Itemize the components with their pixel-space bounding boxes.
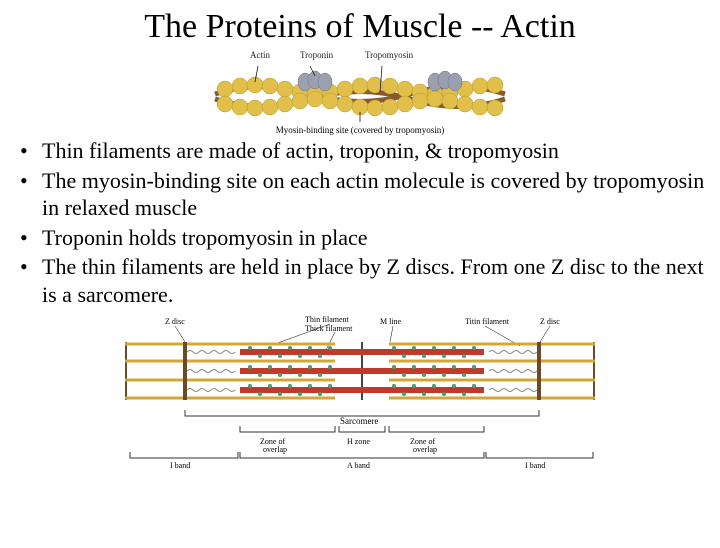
svg-label-m-line: M line xyxy=(380,317,402,326)
label-troponin: Troponin xyxy=(300,50,333,60)
label-actin: Actin xyxy=(250,50,270,60)
svg-label-z-disc: Z disc xyxy=(165,317,185,326)
bullet-item: Troponin holds tropomyosin in place xyxy=(20,224,710,252)
svg-label-z-disc-r: Z disc xyxy=(540,317,560,326)
sarcomere-svg: Z disc Thin filament Thick filament M li… xyxy=(125,314,595,469)
thin-filament-svg xyxy=(210,64,510,124)
fig1-top-labels: Actin Troponin Tropomyosin xyxy=(210,50,510,64)
svg-text:overlap: overlap xyxy=(413,445,437,454)
svg-label-thin: Thin filament xyxy=(305,315,350,324)
svg-label-aband: A band xyxy=(347,461,370,469)
svg-text:overlap: overlap xyxy=(263,445,287,454)
svg-label-sarcomere: Sarcomere xyxy=(340,416,378,426)
figure-sarcomere: Z disc Thin filament Thick filament M li… xyxy=(125,314,595,471)
bullet-item: The myosin-binding site on each actin mo… xyxy=(20,167,710,222)
svg-label-iband-r: I band xyxy=(525,461,545,469)
fig1-caption: Myosin-binding site (covered by tropomyo… xyxy=(210,125,510,135)
svg-label-titin: Titin filament xyxy=(465,317,510,326)
bullet-item: The thin filaments are held in place by … xyxy=(20,253,710,308)
svg-label-iband-l: I band xyxy=(170,461,190,469)
figure-thin-filament: Actin Troponin Tropomyosin xyxy=(210,50,510,135)
bullet-item: Thin filaments are made of actin, tropon… xyxy=(20,137,710,165)
bullet-list: Thin filaments are made of actin, tropon… xyxy=(20,137,710,308)
svg-label-hzone: H zone xyxy=(347,437,370,446)
page-title: The Proteins of Muscle -- Actin xyxy=(0,8,720,46)
svg-label-thick: Thick filament xyxy=(305,324,353,333)
label-tropomyosin: Tropomyosin xyxy=(365,50,413,60)
